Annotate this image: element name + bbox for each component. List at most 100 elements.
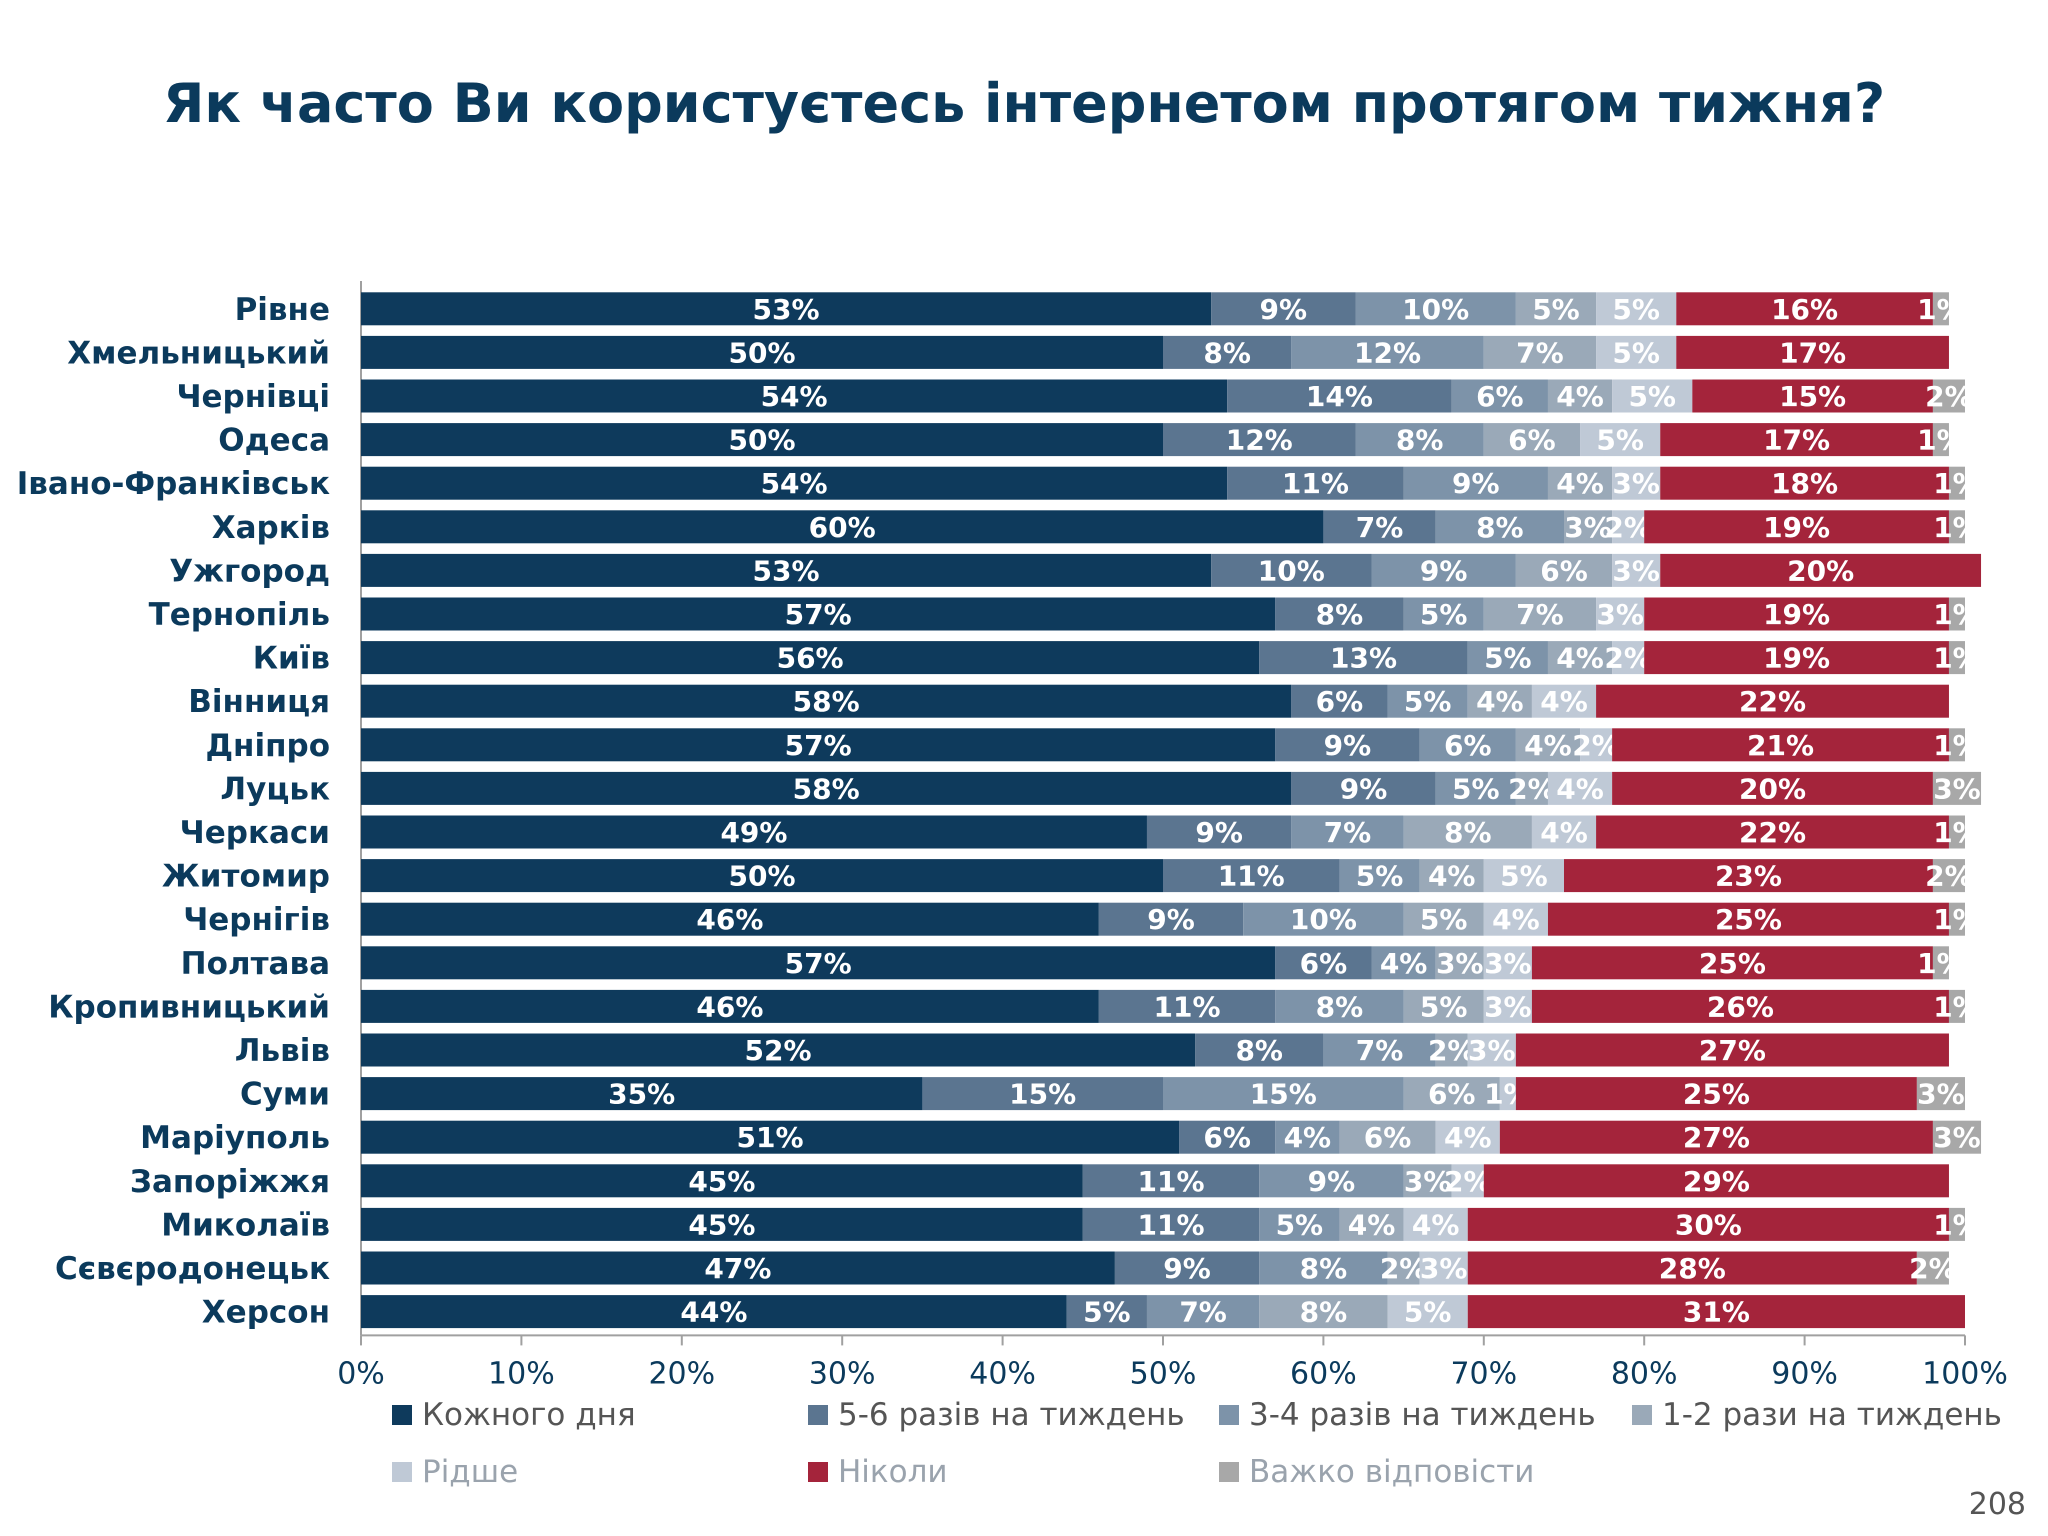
- data-label: 5%: [1612, 293, 1660, 326]
- data-label: 8%: [1300, 1252, 1348, 1285]
- bar-segment: [1612, 510, 1645, 544]
- data-label: 4%: [1540, 816, 1588, 849]
- bar-segment: [1547, 466, 1613, 500]
- bar-segment: [1146, 1295, 1260, 1329]
- bar-segment: [1275, 728, 1420, 762]
- legend-swatch: [392, 1462, 412, 1482]
- data-label: 30%: [1675, 1208, 1742, 1241]
- data-label: 17%: [1779, 336, 1846, 369]
- bar-segment: [1227, 466, 1404, 500]
- bar-segment: [1371, 946, 1436, 980]
- data-label: 2%: [1428, 1034, 1476, 1067]
- bar-segment: [1660, 423, 1933, 457]
- bar-segment: [1948, 902, 1965, 936]
- bar-segment: [1355, 423, 1484, 457]
- category-label: Миколаїв: [161, 1207, 330, 1243]
- bar-segment: [1612, 728, 1949, 762]
- bar-segment: [1612, 553, 1661, 587]
- data-label: 9%: [1163, 1252, 1211, 1285]
- data-label: 1%: [1933, 642, 1981, 675]
- category-label: Дніпро: [205, 728, 330, 764]
- category-label: Хмельницький: [67, 335, 330, 371]
- bar-segment: [361, 510, 1324, 544]
- legend-swatch: [392, 1405, 412, 1425]
- bar-segment: [1932, 1120, 1982, 1154]
- data-label: 10%: [1290, 903, 1357, 936]
- data-label: 1%: [1933, 990, 1981, 1023]
- bar-segment: [1082, 1164, 1260, 1198]
- bar-segment: [1515, 1033, 1949, 1067]
- category-label: Вінниця: [188, 684, 330, 720]
- data-label: 14%: [1306, 380, 1373, 413]
- page-number: 208: [1968, 1487, 2026, 1522]
- bar-segment: [1355, 292, 1516, 326]
- data-label: 5%: [1612, 336, 1660, 369]
- data-label: 18%: [1771, 467, 1838, 500]
- bar-segment: [1483, 902, 1548, 936]
- bar-segment: [1467, 1251, 1917, 1285]
- bar-segment: [1660, 466, 1949, 500]
- data-label: 21%: [1747, 729, 1814, 762]
- data-label: 19%: [1763, 642, 1830, 675]
- data-label: 5%: [1452, 772, 1500, 805]
- data-label: 25%: [1683, 1078, 1750, 1111]
- bar-segment: [1483, 989, 1532, 1023]
- x-tick-label: 90%: [1771, 1356, 1838, 1391]
- data-label: 1%: [1933, 903, 1981, 936]
- data-label: 12%: [1226, 424, 1293, 457]
- bar-segment: [1259, 1207, 1340, 1241]
- bar-segment: [361, 946, 1276, 980]
- data-label: 35%: [608, 1078, 675, 1111]
- bar-segment: [1499, 1077, 1516, 1111]
- data-label: 3%: [1468, 1034, 1516, 1067]
- bar-segment: [1948, 641, 1965, 675]
- bar-segment: [1531, 684, 1597, 718]
- category-label: Івано-Франківськ: [17, 466, 330, 502]
- bar-segment: [361, 1120, 1180, 1154]
- bar-segment: [1403, 989, 1484, 1023]
- legend-label: Ніколи: [838, 1454, 948, 1490]
- data-label: 58%: [793, 685, 860, 718]
- data-label: 12%: [1354, 336, 1421, 369]
- data-label: 9%: [1324, 729, 1372, 762]
- data-label: 2%: [1925, 860, 1973, 893]
- bar-segment: [1547, 771, 1613, 805]
- data-label: 58%: [793, 772, 860, 805]
- category-label: Рівне: [235, 292, 330, 328]
- bar-segment: [1146, 815, 1292, 849]
- bar-segment: [361, 728, 1276, 762]
- bar-segment: [1948, 597, 1965, 631]
- data-label: 2%: [1380, 1252, 1428, 1285]
- data-label: 5%: [1404, 685, 1452, 718]
- data-label: 46%: [696, 990, 763, 1023]
- data-label: 7%: [1324, 816, 1372, 849]
- data-label: 6%: [1476, 380, 1524, 413]
- data-label: 4%: [1556, 380, 1604, 413]
- bar-segment: [1259, 641, 1468, 675]
- bar-segment: [361, 292, 1212, 326]
- bar-segment: [1339, 1120, 1436, 1154]
- data-label: 8%: [1444, 816, 1492, 849]
- data-label: 50%: [728, 336, 795, 369]
- data-label: 27%: [1699, 1034, 1766, 1067]
- category-label: Харків: [212, 510, 330, 546]
- data-label: 4%: [1492, 903, 1540, 936]
- bar-segment: [1163, 335, 1292, 369]
- data-label: 4%: [1444, 1121, 1492, 1154]
- data-label: 1%: [1917, 947, 1965, 980]
- data-label: 15%: [1779, 380, 1846, 413]
- data-label: 50%: [728, 860, 795, 893]
- data-label: 5%: [1420, 903, 1468, 936]
- bar-segment: [1932, 292, 1949, 326]
- bar-segment: [1564, 510, 1613, 544]
- bar-segment: [1916, 1077, 1965, 1111]
- bar-segment: [1916, 1251, 1949, 1285]
- data-label: 13%: [1330, 642, 1397, 675]
- data-label: 22%: [1739, 685, 1806, 718]
- data-label: 5%: [1083, 1296, 1131, 1329]
- data-label: 10%: [1258, 554, 1325, 587]
- data-label: 6%: [1203, 1121, 1251, 1154]
- bar-segment: [1932, 946, 1949, 980]
- bar-segment: [1275, 946, 1372, 980]
- bar-segment: [1644, 641, 1949, 675]
